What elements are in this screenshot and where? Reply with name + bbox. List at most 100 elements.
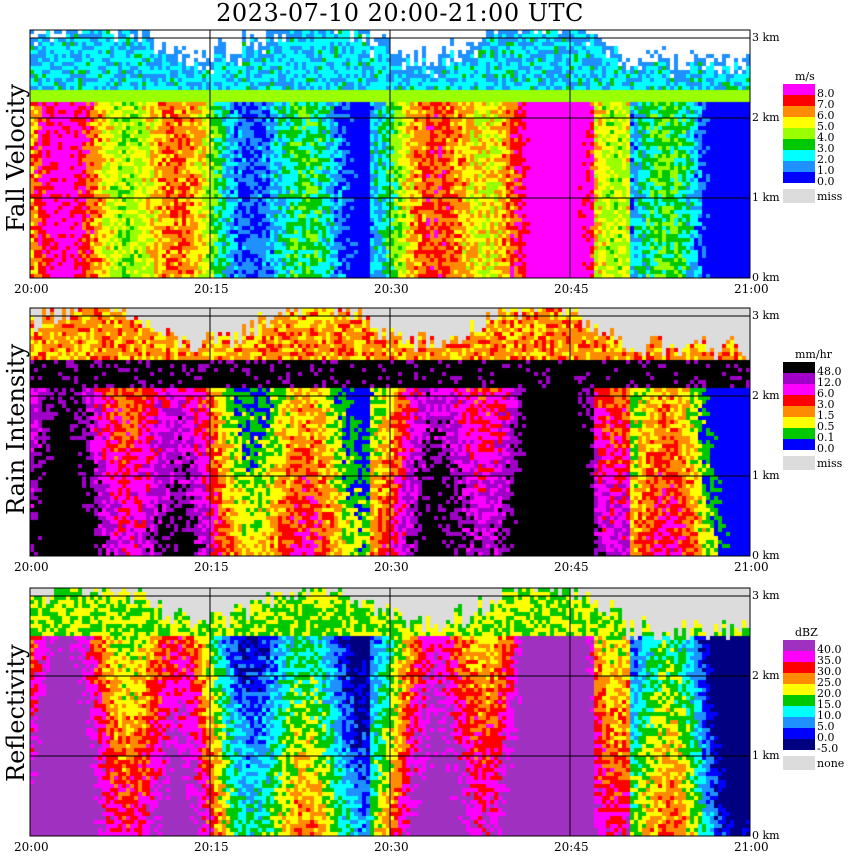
- legend-label: 6.0: [817, 387, 835, 400]
- panel-fall-velocity: [29, 29, 751, 279]
- x-tick-label: 20:30: [374, 560, 409, 574]
- legend-label: 0.1: [817, 431, 835, 444]
- y-tick-label: 0 km: [752, 271, 780, 284]
- legend-label: 15.0: [817, 698, 842, 711]
- x-tick-label: 20:15: [194, 840, 229, 854]
- legend-unit: m/s: [795, 70, 815, 83]
- legend-swatch: [783, 172, 815, 183]
- legend-swatch: [783, 106, 815, 117]
- legend-swatch: [783, 756, 815, 770]
- legend-swatch: [783, 384, 815, 395]
- legend-unit: dBZ: [795, 626, 818, 639]
- x-tick-label: 21:00: [734, 840, 769, 854]
- x-tick-label: 20:00: [14, 840, 49, 854]
- legend-swatch: [783, 417, 815, 428]
- legend-swatch: [783, 150, 815, 161]
- y-tick-label: 3 km: [752, 589, 780, 602]
- legend-label: 30.0: [817, 665, 842, 678]
- legend-swatch: [783, 717, 815, 728]
- legend-swatch: [783, 456, 815, 470]
- legend-label: 35.0: [817, 654, 842, 667]
- reflectivity-grid: [29, 587, 751, 837]
- legend-label: 3.0: [817, 398, 835, 411]
- y-tick-label: 2 km: [752, 669, 780, 682]
- ylabel-rain-intensity: Rain Intensity: [2, 343, 30, 515]
- legend-swatch: [783, 739, 815, 750]
- chart-title: 2023-07-10 20:00-21:00 UTC: [216, 0, 584, 27]
- rain-intensity-grid: [29, 307, 751, 557]
- x-tick-label: 20:30: [374, 840, 409, 854]
- legend-label: 7.0: [817, 98, 835, 111]
- legend-label: 4.0: [817, 131, 835, 144]
- y-tick-label: 1 km: [752, 469, 780, 482]
- ylabel-reflectivity: Reflectivity: [2, 644, 30, 782]
- legend-label: 2.0: [817, 153, 835, 166]
- legend-swatch: [783, 728, 815, 739]
- x-tick-label: 20:00: [14, 282, 49, 296]
- legend-swatch: [783, 95, 815, 106]
- legend-label: 0.0: [817, 175, 835, 188]
- legend-swatch: [783, 651, 815, 662]
- y-tick-label: 2 km: [752, 389, 780, 402]
- panel-reflectivity: [29, 587, 751, 837]
- legend-label: -5.0: [817, 742, 839, 755]
- legend-swatch: [783, 684, 815, 695]
- x-tick-label: 20:45: [554, 282, 589, 296]
- legend-label: 8.0: [817, 87, 835, 100]
- legend-label: none: [817, 757, 845, 770]
- fall-velocity-grid: [29, 29, 751, 279]
- legend-label: 6.0: [817, 109, 835, 122]
- legend-swatch: [783, 673, 815, 684]
- x-tick-label: 20:15: [194, 560, 229, 574]
- legend-swatch: [783, 706, 815, 717]
- legend-swatch: [783, 395, 815, 406]
- x-tick-label: 20:00: [14, 560, 49, 574]
- x-tick-label: 20:15: [194, 282, 229, 296]
- x-tick-label: 20:45: [554, 840, 589, 854]
- y-tick-label: 0 km: [752, 549, 780, 562]
- legend-swatch: [783, 662, 815, 673]
- legend-swatch: [783, 117, 815, 128]
- panel-rain-intensity: [29, 307, 751, 557]
- y-tick-label: 3 km: [752, 309, 780, 322]
- legend-unit: mm/hr: [795, 348, 832, 361]
- legend-label: 0.0: [817, 442, 835, 455]
- y-tick-label: 1 km: [752, 191, 780, 204]
- legend-label: 1.5: [817, 409, 835, 422]
- legend-swatch: [783, 128, 815, 139]
- legend-label: 5.0: [817, 120, 835, 133]
- legend-label: 0.0: [817, 731, 835, 744]
- legend-swatch: [783, 428, 815, 439]
- legend-swatch: [783, 362, 815, 373]
- legend-label: miss: [817, 457, 843, 470]
- legend-swatch: [783, 406, 815, 417]
- legend-swatch: [783, 189, 815, 203]
- y-tick-label: 2 km: [752, 111, 780, 124]
- y-tick-label: 1 km: [752, 749, 780, 762]
- legend-swatch: [783, 640, 815, 651]
- legend-label: miss: [817, 190, 843, 203]
- legend-label: 1.0: [817, 164, 835, 177]
- ylabel-fall-velocity: Fall Velocity: [2, 83, 30, 232]
- legend-label: 40.0: [817, 643, 842, 656]
- x-tick-label: 21:00: [734, 560, 769, 574]
- legend-swatch: [783, 139, 815, 150]
- legend-swatch: [783, 439, 815, 450]
- y-tick-label: 0 km: [752, 829, 780, 842]
- legend-label: 0.5: [817, 420, 835, 433]
- legend-swatch: [783, 695, 815, 706]
- x-tick-label: 20:45: [554, 560, 589, 574]
- x-tick-label: 20:30: [374, 282, 409, 296]
- legend-swatch: [783, 373, 815, 384]
- legend-label: 5.0: [817, 720, 835, 733]
- legend-label: 25.0: [817, 676, 842, 689]
- legend-label: 12.0: [817, 376, 842, 389]
- y-tick-label: 3 km: [752, 31, 780, 44]
- legend-label: 3.0: [817, 142, 835, 155]
- legend-label: 10.0: [817, 709, 842, 722]
- legend-label: 48.0: [817, 365, 842, 378]
- x-tick-label: 21:00: [734, 282, 769, 296]
- legend-swatch: [783, 84, 815, 95]
- legend-label: 20.0: [817, 687, 842, 700]
- legend-swatch: [783, 161, 815, 172]
